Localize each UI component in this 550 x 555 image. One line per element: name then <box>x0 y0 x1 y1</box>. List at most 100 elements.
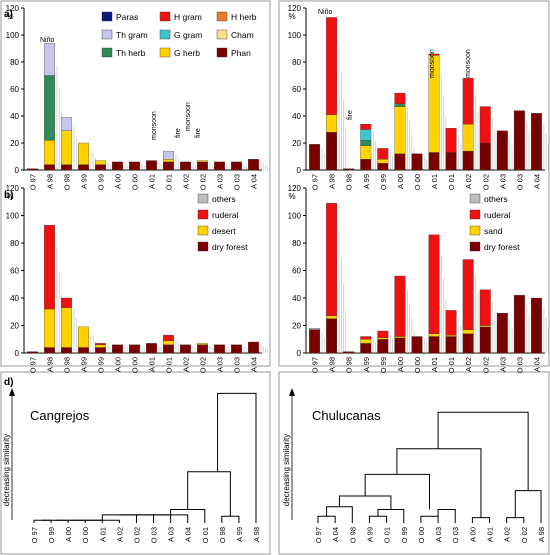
x-tick-label: O 01 <box>165 174 174 190</box>
legend-swatch <box>101 11 113 22</box>
annotation-fire: fire <box>175 128 182 138</box>
leaf-label: O 01 <box>383 527 392 543</box>
legend-label: desert <box>212 226 236 236</box>
x-tick-label: O 03 <box>233 174 242 190</box>
legend-label: sand <box>484 226 503 236</box>
x-tick-label: A 99 <box>362 357 371 372</box>
leaf-label: O 97 <box>314 527 323 543</box>
bar-phan <box>309 144 320 171</box>
x-tick-label: A 03 <box>216 357 225 372</box>
bar-th-gram <box>61 117 72 131</box>
dendrogram-link <box>317 515 336 523</box>
leaf-label: O 00 <box>417 527 426 543</box>
y-tick-label: 80 <box>292 58 301 67</box>
leaf-label: A 00 <box>468 527 477 542</box>
bar-phan <box>394 153 406 171</box>
dendrogram-link <box>368 515 388 523</box>
x-tick-label: A 02 <box>182 174 191 189</box>
y-tick-label: 20 <box>292 139 301 148</box>
x-tick-label: O 99 <box>97 357 106 373</box>
dendrogram-link <box>217 392 257 523</box>
bar-phan <box>445 152 457 171</box>
leaf-label: A 03 <box>167 527 176 542</box>
bar-h-gram <box>462 78 474 125</box>
bar-dry-forest <box>479 326 491 354</box>
x-tick-label: O 98 <box>345 357 354 373</box>
legend-swatch <box>197 225 209 236</box>
y-tick-label: 80 <box>292 239 301 248</box>
bar-h-gram <box>445 127 457 153</box>
y-tick-label: 60 <box>10 267 19 276</box>
legend-swatch <box>469 225 481 236</box>
bar-dry-forest <box>27 351 38 354</box>
leaf-label: O 02 <box>520 527 529 543</box>
bar-th-herb <box>360 140 372 146</box>
bar-dry-forest <box>61 347 72 354</box>
bar-dry-forest <box>78 347 89 354</box>
panel-frame-bottom-right <box>278 371 550 555</box>
annotation-nino: Niño <box>318 9 333 16</box>
bar-sand <box>479 325 491 328</box>
chart-panel-0: 0 20 40 60 80 100 120% O 97 A 98 O 98 A 99 O 99 A 00… <box>6 4 268 190</box>
legend-swatch <box>101 47 113 58</box>
x-tick-label: O 02 <box>199 174 208 190</box>
y-tick-label: 120 <box>288 184 302 193</box>
bar-dry-forest <box>531 297 542 354</box>
bar-phan <box>129 161 140 171</box>
dendrogram-link <box>471 517 491 523</box>
bar-dry-forest <box>428 336 440 354</box>
x-tick-label: O 00 <box>131 174 140 190</box>
bar-phan <box>163 161 174 171</box>
dendrogram-link <box>221 515 240 523</box>
panel-letter-d: d) <box>4 377 13 388</box>
legend-swatch <box>216 11 228 22</box>
bar-ruderal <box>479 289 491 326</box>
bar-dry-forest <box>394 337 406 354</box>
bar-g-herb <box>326 114 338 133</box>
bar-phan <box>112 161 123 171</box>
panel-frame-top-right <box>278 0 550 367</box>
dendrogram-link <box>396 448 482 518</box>
annotation-monsoon: monsoon <box>151 111 158 140</box>
leaf-label: O 97 <box>30 527 39 543</box>
y-tick-label: 40 <box>292 112 301 121</box>
y-tick-label: 0 <box>15 166 20 175</box>
x-tick-label: A 98 <box>46 174 55 189</box>
bar-desert <box>197 343 208 345</box>
y-tick-label: 20 <box>10 322 19 331</box>
bar-dry-forest <box>309 329 320 354</box>
bar-ruderal <box>360 336 372 340</box>
bar-g-herb <box>462 123 474 152</box>
leaf-label: O 03 <box>150 527 159 543</box>
y-tick-label: 100 <box>6 31 20 40</box>
bar-phan <box>479 142 491 171</box>
bar-phan <box>248 159 259 171</box>
legend-label: ruderal <box>212 210 239 220</box>
bar-dry-forest <box>146 343 157 354</box>
x-tick-label: A 03 <box>216 174 225 189</box>
y-unit-label: % <box>288 192 295 201</box>
legend-swatch <box>469 193 481 204</box>
annotation-fire: fire <box>195 128 202 138</box>
dendrogram-link <box>33 519 52 523</box>
x-tick-label: O 03 <box>515 174 524 190</box>
x-tick-label: O 00 <box>131 357 140 373</box>
legend-label: others <box>484 194 508 204</box>
leaf-label: O 98 <box>348 527 357 543</box>
y-tick-label: 20 <box>10 139 19 148</box>
panel-letter-a: a) <box>4 9 13 20</box>
dendrogram-ylabel: decreasing similarity <box>282 434 291 506</box>
panel-letter-b: b) <box>4 190 13 201</box>
legend-swatch <box>469 209 481 220</box>
bar-dry-forest <box>496 312 508 354</box>
annotation-monsoon: monsoon <box>185 102 192 131</box>
leaf-label: A 03 <box>434 527 443 542</box>
x-tick-label: O 03 <box>233 357 242 373</box>
x-tick-label: A 04 <box>250 357 259 372</box>
x-tick-label: A 01 <box>430 174 439 189</box>
bar-desert <box>44 308 55 348</box>
x-tick-label: O 01 <box>165 357 174 373</box>
dendrograms: Cangrejos decreasing similarity O 97 O 99 A … <box>2 388 546 543</box>
legend-label: ruderal <box>484 210 511 220</box>
arrow-up-icon <box>9 388 15 396</box>
